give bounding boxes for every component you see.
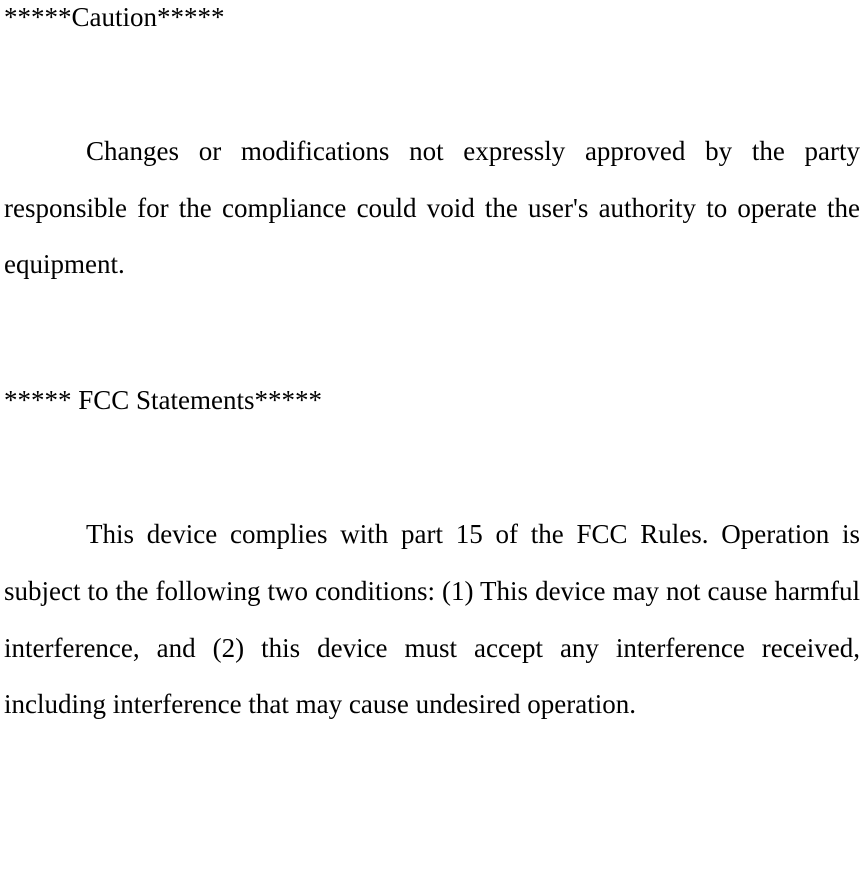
caution-header: *****Caution***** — [4, 0, 860, 35]
document-container: *****Caution***** Changes or modificatio… — [0, 0, 864, 733]
fcc-paragraph: This device complies with part 15 of the… — [4, 506, 860, 733]
fcc-header: ***** FCC Statements***** — [4, 383, 860, 418]
caution-paragraph: Changes or modifications not expressly a… — [4, 123, 860, 293]
